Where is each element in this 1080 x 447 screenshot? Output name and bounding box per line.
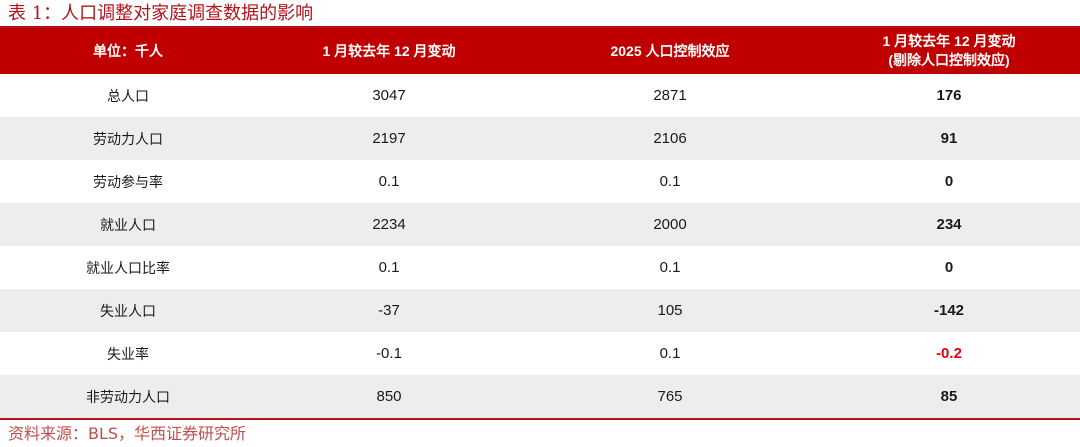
row-adjusted-highlight: -0.2 <box>936 345 962 362</box>
row-change: 3047 <box>372 87 406 104</box>
bottom-divider <box>0 418 1080 420</box>
table-row: 失业人口 -37 105 -142 <box>0 289 1080 332</box>
row-effect: 0.1 <box>659 345 681 362</box>
row-adjusted: 234 <box>936 216 962 233</box>
header-effect: 2025 人口控制效应 <box>610 42 730 59</box>
row-change: 2197 <box>372 130 406 147</box>
header-unit: 单位：千人 <box>93 42 163 59</box>
row-adjusted: 0 <box>944 259 954 276</box>
row-adjusted: 91 <box>940 130 958 147</box>
table-row: 非劳动力人口 850 765 85 <box>0 375 1080 418</box>
row-change: 0.1 <box>378 173 400 190</box>
table-header-row: 单位：千人 1 月较去年 12 月变动 2025 人口控制效应 1 月较去年 1… <box>0 28 1080 74</box>
row-adjusted: 176 <box>936 87 962 104</box>
row-label: 就业人口 <box>100 217 156 234</box>
table-row: 劳动力人口 2197 2106 91 <box>0 117 1080 160</box>
header-adjusted-line2: (剔除人口控制效应) <box>888 52 1010 68</box>
row-label: 非劳动力人口 <box>86 389 170 406</box>
data-table: 单位：千人 1 月较去年 12 月变动 2025 人口控制效应 1 月较去年 1… <box>0 28 1080 418</box>
table-row: 就业人口比率 0.1 0.1 0 <box>0 246 1080 289</box>
header-change: 1 月较去年 12 月变动 <box>322 42 456 59</box>
row-change: 850 <box>376 388 402 405</box>
row-effect: 765 <box>657 388 683 405</box>
row-adjusted: 85 <box>940 388 958 405</box>
header-adjusted: 1 月较去年 12 月变动 (剔除人口控制效应) <box>818 28 1080 74</box>
table-row: 总人口 3047 2871 176 <box>0 74 1080 117</box>
row-effect: 0.1 <box>659 259 681 276</box>
table-row: 失业率 -0.1 0.1 -0.2 <box>0 332 1080 375</box>
row-label: 总人口 <box>107 88 149 105</box>
table-row: 劳动参与率 0.1 0.1 0 <box>0 160 1080 203</box>
row-change: 0.1 <box>378 259 400 276</box>
row-effect: 105 <box>657 302 683 319</box>
row-label: 失业率 <box>107 346 149 363</box>
row-effect: 0.1 <box>659 173 681 190</box>
table-title: 表 1：人口调整对家庭调查数据的影响 <box>8 3 314 24</box>
row-label: 劳动力人口 <box>93 131 163 148</box>
row-effect: 2000 <box>653 216 687 233</box>
table-row: 就业人口 2234 2000 234 <box>0 203 1080 246</box>
row-change: -37 <box>378 302 400 319</box>
row-change: 2234 <box>372 216 406 233</box>
source-note: 资料来源：BLS，华西证券研究所 <box>8 424 247 443</box>
row-change: -0.1 <box>376 345 402 362</box>
row-adjusted: -142 <box>933 302 965 319</box>
row-effect: 2106 <box>653 130 687 147</box>
row-effect: 2871 <box>653 87 687 104</box>
row-label: 就业人口比率 <box>86 260 170 277</box>
title-divider <box>0 26 1080 28</box>
header-adjusted-line1: 1 月较去年 12 月变动 <box>882 33 1016 49</box>
row-adjusted: 0 <box>944 173 954 190</box>
row-label: 劳动参与率 <box>93 174 163 191</box>
row-label: 失业人口 <box>100 303 156 320</box>
